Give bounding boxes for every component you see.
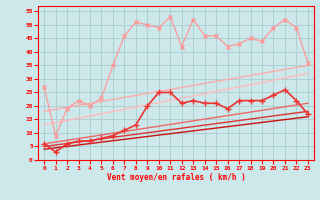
X-axis label: Vent moyen/en rafales ( km/h ): Vent moyen/en rafales ( km/h ) [107, 173, 245, 182]
